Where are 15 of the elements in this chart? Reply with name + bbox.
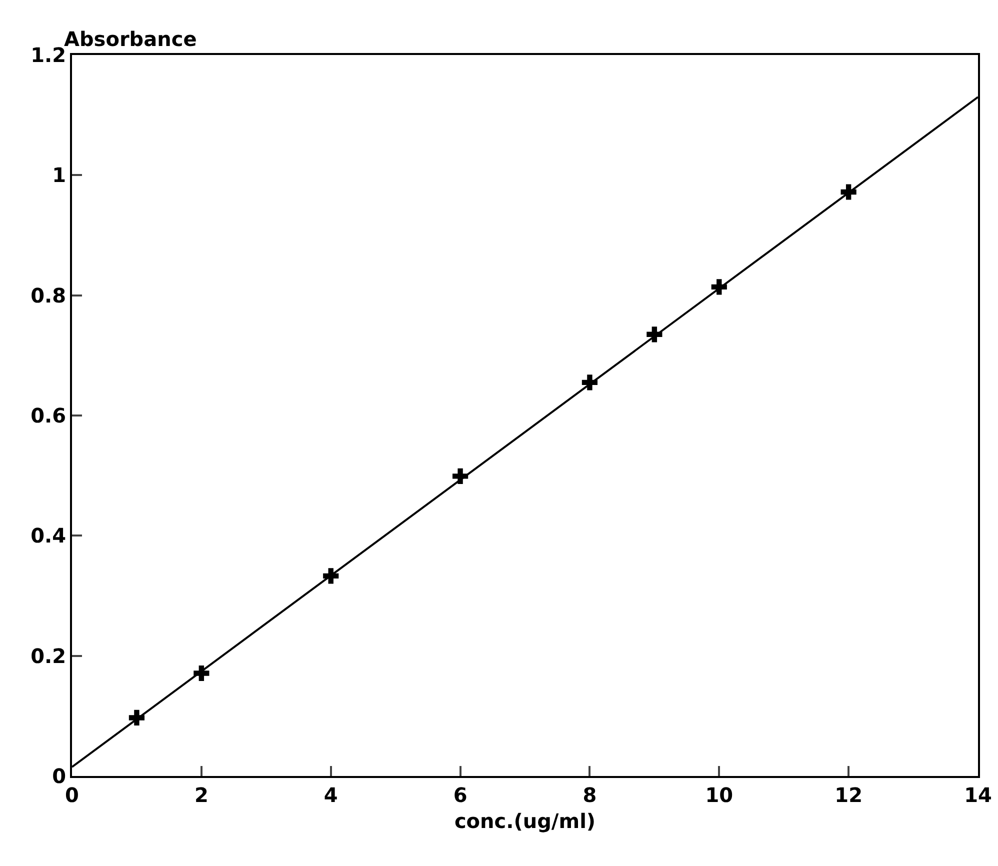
y-tick-label: 0	[52, 764, 66, 788]
x-tick-label: 10	[705, 783, 734, 807]
x-tick-label: 14	[964, 783, 992, 807]
y-axis-title: Absorbance	[64, 27, 197, 51]
x-axis-title: conc.(ug/ml)	[454, 809, 596, 833]
x-tick-label: 6	[453, 783, 468, 807]
x-tick-label: 12	[834, 783, 862, 807]
y-tick-label: 0.2	[30, 644, 66, 668]
y-tick-label: 0.6	[30, 404, 66, 428]
y-tick-label: 1	[52, 163, 66, 188]
x-tick-label: 8	[582, 783, 597, 807]
x-tick-label: 4	[324, 783, 338, 807]
y-tick-label: 0.8	[30, 283, 66, 308]
y-tick-label: 0.4	[30, 524, 66, 548]
x-tick-label: 2	[194, 783, 208, 807]
